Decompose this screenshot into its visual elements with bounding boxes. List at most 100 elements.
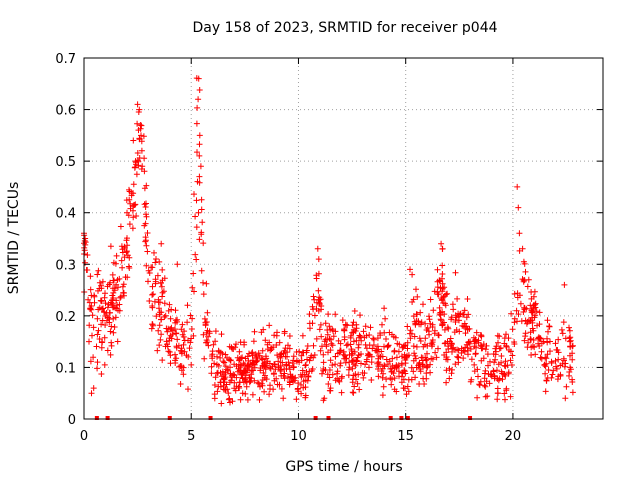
data-point: [181, 328, 188, 335]
data-point: [200, 279, 206, 286]
data-point: [473, 329, 480, 336]
data-point: [256, 396, 263, 403]
data-gap-marker: [208, 416, 213, 420]
data-point: [452, 361, 459, 368]
data-point: [381, 329, 388, 336]
data-point: [413, 311, 420, 318]
data-point: [491, 359, 498, 366]
data-point: [327, 336, 334, 343]
data-point: [159, 293, 166, 300]
data-point: [327, 347, 334, 354]
data-point: [172, 351, 178, 358]
data-point: [544, 375, 551, 381]
data-point: [437, 309, 444, 316]
data-point: [155, 327, 162, 334]
x-tick-label: 10: [290, 429, 307, 444]
data-point: [407, 266, 413, 273]
data-point: [83, 267, 90, 273]
data-point: [217, 354, 224, 361]
data-point: [417, 366, 423, 372]
data-point: [459, 311, 466, 318]
data-point: [237, 364, 244, 371]
data-point: [465, 311, 472, 318]
data-point: [260, 326, 267, 333]
data-point: [348, 346, 355, 353]
data-point: [133, 171, 140, 178]
data-point: [220, 358, 227, 365]
data-point: [398, 360, 405, 367]
data-point: [326, 374, 333, 381]
data-point: [304, 356, 310, 363]
data-point: [218, 331, 225, 338]
data-point: [154, 272, 161, 279]
data-point: [383, 356, 390, 363]
data-point: [472, 350, 479, 357]
data-point: [427, 296, 434, 303]
data-point: [368, 377, 375, 383]
data-point: [228, 372, 235, 379]
data-point: [456, 328, 463, 335]
data-point: [343, 342, 350, 349]
data-point: [455, 310, 462, 317]
data-point: [144, 230, 151, 236]
data-point: [196, 87, 203, 93]
data-point: [569, 389, 576, 396]
data-point: [102, 290, 108, 297]
data-point: [141, 201, 148, 208]
data-point: [327, 357, 334, 364]
data-point: [422, 320, 429, 327]
data-point: [566, 324, 572, 331]
data-point: [204, 309, 211, 316]
data-point: [158, 309, 165, 316]
data-point: [89, 312, 96, 319]
data-point: [362, 323, 369, 330]
data-point: [234, 354, 241, 361]
data-point: [536, 309, 543, 316]
data-point: [217, 349, 224, 356]
data-point: [88, 390, 95, 397]
data-point: [413, 343, 420, 350]
data-point: [427, 369, 434, 376]
data-point: [306, 320, 313, 327]
data-point: [262, 353, 269, 360]
data-point: [201, 355, 208, 362]
data-point: [542, 388, 549, 395]
data-point: [454, 353, 461, 360]
data-point: [461, 307, 468, 314]
data-point: [515, 204, 522, 211]
data-point: [567, 337, 574, 344]
y-tick-label: 0.7: [55, 52, 76, 67]
data-point: [153, 256, 159, 262]
data-point: [351, 383, 358, 390]
data-point: [531, 344, 538, 351]
data-gap-marker: [399, 416, 404, 420]
data-point: [226, 343, 233, 350]
data-point: [349, 322, 356, 329]
data-point: [291, 377, 298, 384]
data-point: [351, 308, 358, 314]
data-point: [184, 302, 191, 309]
data-point: [330, 333, 337, 340]
data-point: [137, 122, 144, 128]
data-point: [101, 361, 108, 368]
data-point: [150, 291, 157, 298]
data-point: [436, 304, 443, 311]
data-point: [93, 343, 100, 350]
data-point: [349, 379, 356, 386]
data-point: [114, 276, 121, 283]
data-point: [385, 342, 392, 349]
data-gap-marker: [326, 416, 331, 420]
data-point: [501, 340, 508, 347]
data-point: [173, 330, 180, 337]
data-point: [494, 332, 501, 339]
data-point: [196, 141, 203, 148]
data-point: [163, 325, 170, 332]
data-point: [242, 355, 249, 362]
data-point: [107, 328, 114, 335]
data-point: [90, 324, 97, 331]
data-point: [339, 373, 345, 380]
data-point: [395, 362, 402, 369]
data-point: [271, 361, 278, 368]
data-point: [255, 350, 262, 357]
